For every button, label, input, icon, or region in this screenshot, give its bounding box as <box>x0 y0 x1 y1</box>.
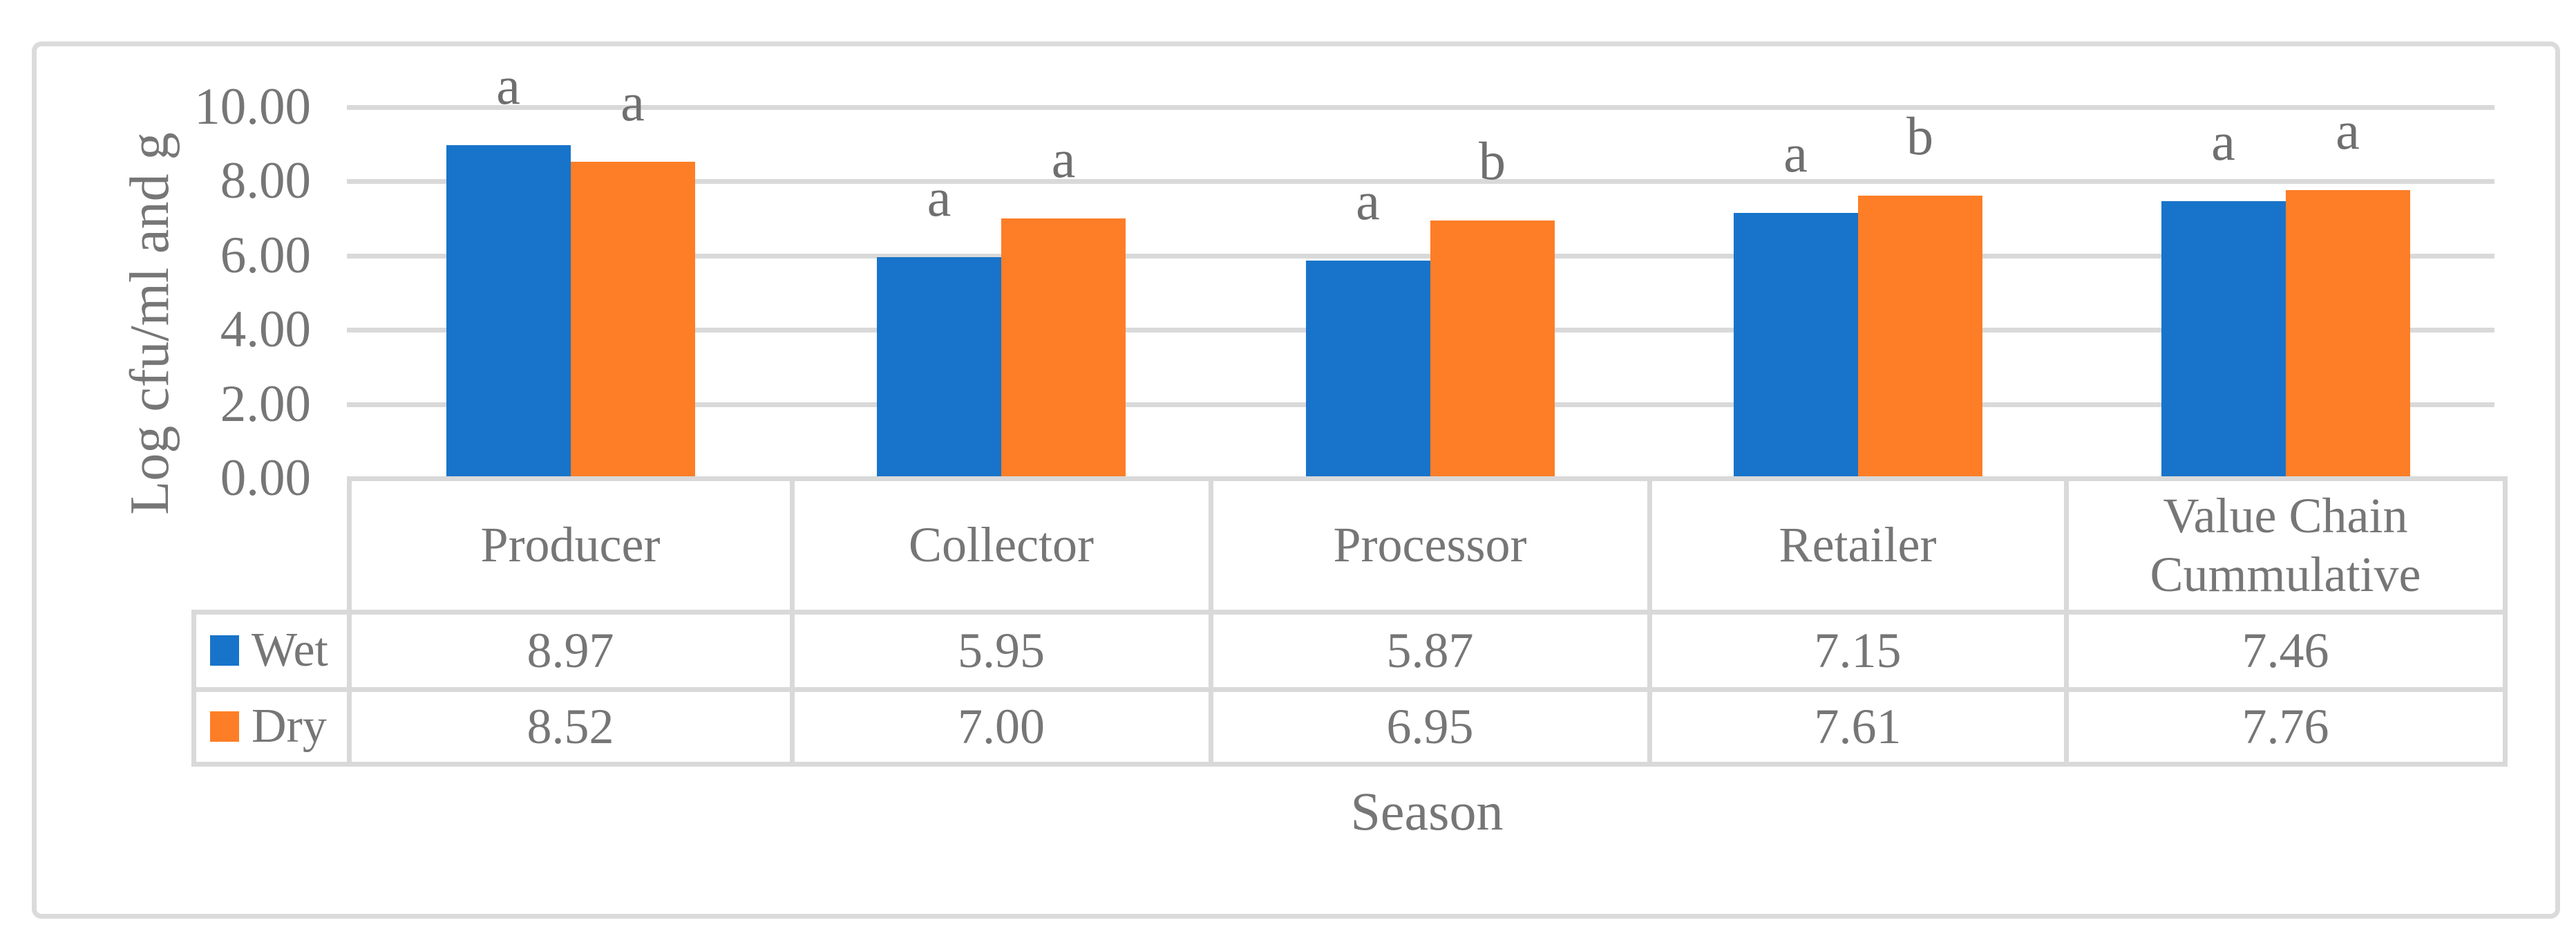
table-border-v <box>2064 476 2069 767</box>
significance-letter: a <box>1783 123 1808 184</box>
table-value-dry-2: 6.95 <box>1386 698 1474 754</box>
table-value-wet-4: 7.46 <box>2242 622 2329 678</box>
table-header-2: Processor <box>1333 517 1527 573</box>
bar-dry-3 <box>1857 196 1982 478</box>
table-value-wet-2: 5.87 <box>1386 622 1474 678</box>
table-value-dry-0: 8.52 <box>527 698 614 754</box>
table-border-h <box>193 762 2508 767</box>
table-value-wet-3: 7.15 <box>1814 622 1902 678</box>
table-header-4: Value Chain Cummulative <box>2150 487 2421 602</box>
bar-dry-2 <box>1430 220 1555 478</box>
legend-swatch-dry <box>210 711 239 742</box>
significance-letter: a <box>2336 100 2360 161</box>
bar-wet-0 <box>446 145 571 478</box>
gridline <box>347 179 2494 185</box>
bar-wet-2 <box>1305 260 1430 478</box>
significance-letter: b <box>1906 106 1933 167</box>
y-axis-tick-label: 2.00 <box>220 375 311 433</box>
table-value-wet-1: 5.95 <box>958 622 1045 678</box>
y-axis-tick-label: 0.00 <box>220 449 311 507</box>
legend-swatch-wet <box>210 635 239 666</box>
legend-key-dry: Dry <box>193 689 349 764</box>
y-axis-tick-label: 8.00 <box>220 152 311 210</box>
table-value-wet-0: 8.97 <box>527 622 614 678</box>
legend-key-wet: Wet <box>193 612 349 689</box>
bar-dry-0 <box>570 162 695 478</box>
table-border-h <box>349 476 2508 481</box>
table-border-v <box>2503 476 2508 767</box>
table-border-v <box>790 476 795 767</box>
table-header-1: Collector <box>909 517 1094 573</box>
table-value-dry-3: 7.61 <box>1814 698 1902 754</box>
table-border-v <box>1209 476 1213 767</box>
significance-letter: a <box>927 167 951 228</box>
gridline <box>347 105 2494 110</box>
legend-label: Wet <box>252 624 328 677</box>
significance-letter: a <box>1356 170 1380 231</box>
table-border-h <box>193 687 2508 692</box>
table-value-dry-4: 7.76 <box>2242 698 2329 754</box>
bar-dry-1 <box>1001 218 1126 478</box>
bar-wet-1 <box>877 257 1001 478</box>
table-border-v <box>1647 476 1652 767</box>
x-axis-title: Season <box>1350 781 1504 841</box>
significance-letter: b <box>1479 130 1506 191</box>
gridline <box>347 253 2494 259</box>
table-border-v <box>347 476 352 767</box>
bar-dry-4 <box>2285 190 2410 478</box>
bar-wet-3 <box>1733 213 1858 478</box>
significance-letter: a <box>621 72 645 133</box>
significance-letter: a <box>1051 129 1076 189</box>
y-axis-tick-label: 4.00 <box>220 301 311 359</box>
y-axis-tick-label: 6.00 <box>220 226 311 284</box>
table-border-h <box>193 610 2508 615</box>
table-border-v <box>191 610 196 767</box>
table-header-3: Retailer <box>1779 517 1937 573</box>
bar-wet-4 <box>2161 201 2286 478</box>
table-header-0: Producer <box>480 517 661 573</box>
legend-label: Dry <box>252 700 327 753</box>
significance-letter: a <box>496 55 520 116</box>
y-axis-tick-label: 10.00 <box>194 78 311 135</box>
table-value-dry-1: 7.00 <box>958 698 1045 754</box>
significance-letter: a <box>2211 111 2235 172</box>
